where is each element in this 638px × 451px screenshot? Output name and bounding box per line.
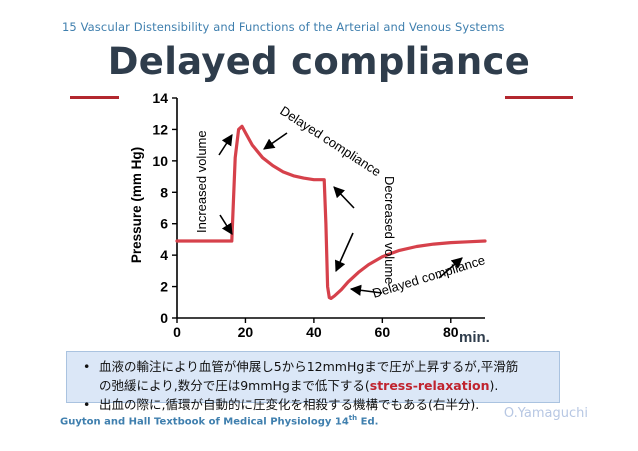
bullet: • [83, 359, 91, 374]
x-tick-label: 0 [173, 324, 181, 340]
annotation-increased-volume: Increased volume [194, 130, 209, 233]
chart-figure: 0 2 4 6 8 10 12 14 0 20 40 60 80 Pressure (mm Hg) mi… [119, 85, 505, 352]
y-tick-label: 4 [160, 247, 168, 263]
textbook-reference: Guyton and Hall Textbook of Medical Phys… [60, 414, 379, 428]
y-tick-label: 8 [160, 184, 168, 200]
pressure-curve [175, 124, 487, 300]
slide-title: Delayed compliance [107, 40, 531, 83]
note-item-2: • 出血の際に,循環が自動的に圧変化を相殺する機構でもある(右半分). [83, 395, 551, 414]
author-credit: O.Yamaguchi [503, 406, 588, 421]
note-line-2-post: ). [489, 378, 499, 393]
note-item-1: • 血液の輸注により血管が伸展し5から12mmHgまで圧が上昇するが,平滑筋 [83, 357, 551, 376]
arrow-increased-volume-up [218, 134, 233, 156]
y-tick-label: 14 [152, 90, 168, 106]
explanation-note: • 血液の輸注により血管が伸展し5から12mmHgまで圧が上昇するが,平滑筋 の… [66, 351, 560, 412]
pressure-chart: 0 2 4 6 8 10 12 14 0 20 40 60 80 Pressure (mm Hg) mi… [129, 90, 490, 346]
y-tick-label: 2 [160, 279, 168, 295]
arrow-decreased-volume-down [335, 232, 354, 273]
arrow-delayed-compliance-2-right [438, 257, 463, 279]
arrow-delayed-compliance-1 [263, 132, 288, 150]
y-tick-label: 0 [160, 310, 168, 326]
y-tick-label: 12 [152, 121, 168, 137]
title-rule-right [490, 96, 573, 99]
y-tick-label: 6 [160, 216, 168, 232]
y-tick-label: 10 [152, 153, 168, 169]
note-line-3: 出血の際に,循環が自動的に圧変化を相殺する機構でもある(右半分). [99, 397, 480, 412]
x-tick-label: 60 [375, 324, 391, 340]
title-rule-left [70, 96, 150, 99]
arrow-decreased-volume-up [333, 186, 355, 209]
x-tick-label: 20 [238, 324, 254, 340]
note-line-1: 血液の輸注により血管が伸展し5から12mmHgまで圧が上昇するが,平滑筋 [99, 359, 519, 374]
y-axis-label: Pressure (mm Hg) [129, 147, 144, 263]
x-tick-label: 80 [443, 324, 459, 340]
annotation-delayed-compliance-1: Delayed compliance [277, 103, 383, 179]
note-item-1-cont: の弛緩により,数分で圧は9mmHgまで低下する(stress-relaxatio… [83, 376, 551, 395]
annotation-decreased-volume: Decreased volume [382, 176, 397, 284]
x-tick-label: 40 [306, 324, 322, 340]
chapter-header: 15 Vascular Distensibility and Functions… [62, 20, 505, 34]
arrow-increased-volume-down [219, 214, 233, 235]
arrow-delayed-compliance-2-left [349, 284, 383, 296]
bullet: • [83, 397, 91, 412]
note-line-2-pre: の弛緩により,数分で圧は9mmHgまで低下する( [99, 378, 370, 393]
x-unit-label: min. [459, 329, 490, 346]
stress-relaxation-term: stress-relaxation [369, 378, 490, 393]
